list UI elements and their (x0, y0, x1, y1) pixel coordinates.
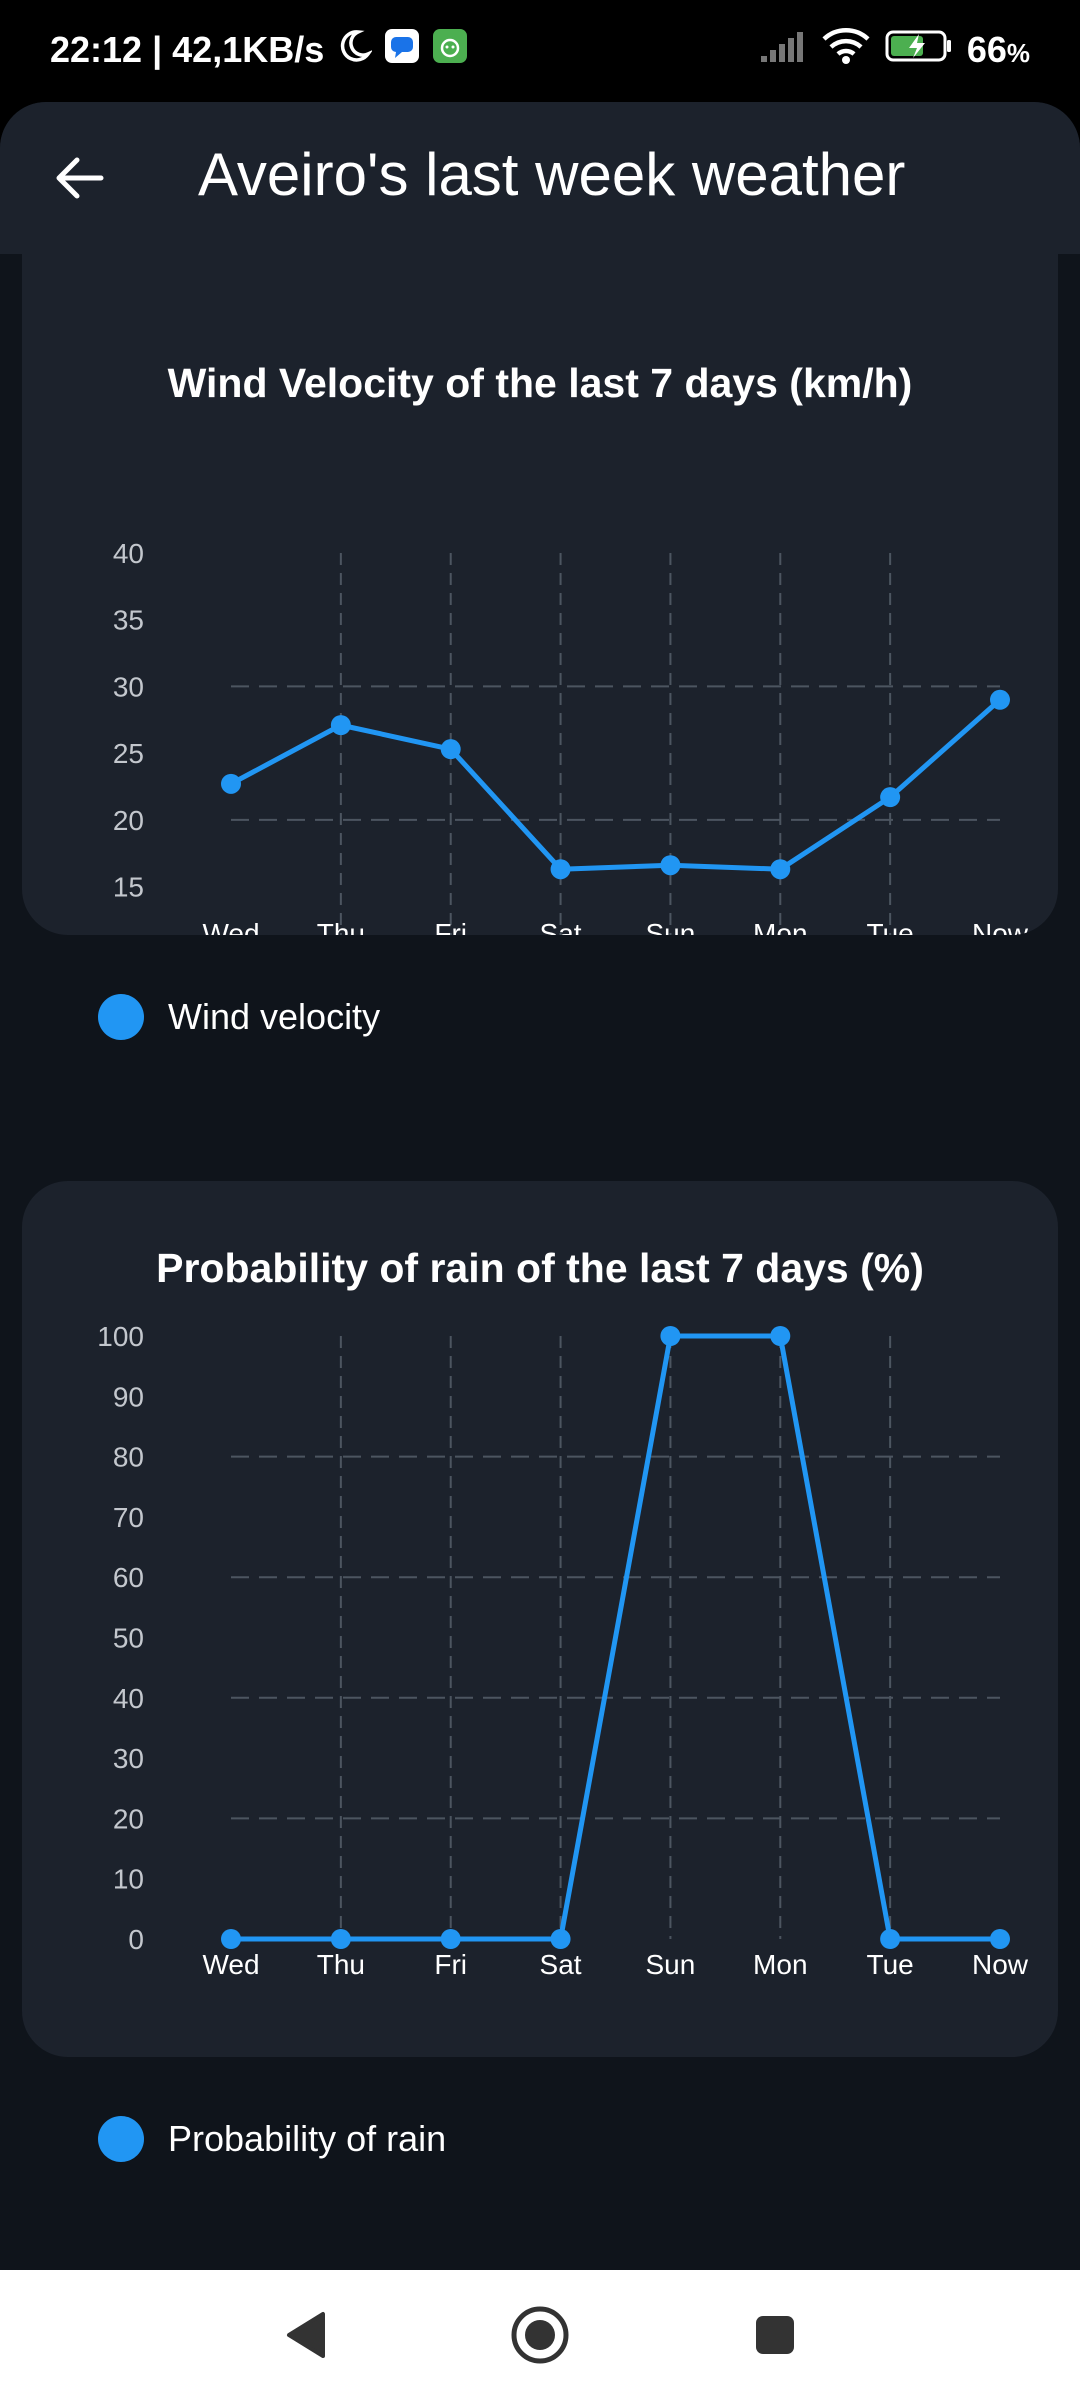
x-tick-label: Now (972, 918, 1029, 935)
wind-chart-card: Wind Velocity of the last 7 days (km/h) … (22, 202, 1058, 935)
data-point (770, 859, 791, 880)
data-point (550, 859, 571, 880)
y-tick-label: 25 (113, 738, 144, 769)
y-tick-label: 90 (113, 1381, 144, 1412)
legend-marker (98, 994, 144, 1040)
status-time-speed: 22:12 | 42,1KB/s (50, 29, 325, 70)
x-tick-label: Thu (317, 918, 365, 935)
legend-label: Wind velocity (168, 996, 381, 1037)
triangle-back-icon (287, 2312, 325, 2358)
rain-legend: Probability of rain (98, 2116, 446, 2162)
data-point (660, 855, 681, 876)
data-point (221, 773, 241, 794)
x-tick-label: Wed (202, 918, 259, 935)
legend-label: Probability of rain (168, 2118, 447, 2159)
x-tick-label: Sun (646, 918, 696, 935)
data-point (221, 1929, 241, 1949)
y-tick-label: 20 (113, 805, 144, 836)
y-tick-label: 60 (113, 1562, 144, 1593)
y-tick-label: 20 (113, 1803, 144, 1834)
series-line (229, 697, 1002, 872)
x-tick-label: Now (972, 1949, 1029, 1980)
x-tick-label: Sat (540, 1949, 582, 1980)
data-point (330, 1929, 351, 1949)
x-tick-label: Wed (202, 1949, 259, 1980)
y-tick-label: 70 (113, 1502, 144, 1533)
data-point (990, 1929, 1010, 1949)
status-left: 22:12 | 42,1KB/s (50, 28, 468, 73)
x-tick-label: Fri (434, 1949, 467, 1980)
navigation-bar (0, 2270, 1080, 2400)
back-button[interactable] (48, 146, 112, 210)
nav-home-button[interactable] (505, 2300, 575, 2370)
y-tick-label: 40 (113, 538, 144, 569)
y-tick-label: 15 (113, 872, 144, 903)
signal-icon (759, 28, 807, 73)
x-tick-label: Sun (646, 1949, 696, 1980)
data-point (440, 1929, 461, 1949)
chart-title: Probability of rain of the last 7 days (… (156, 1245, 924, 1291)
x-tick-label: Thu (317, 1949, 365, 1980)
arrow-left-icon (56, 157, 104, 199)
moon-icon (336, 28, 374, 73)
data-point (880, 1929, 901, 1949)
status-right: 66% (759, 27, 1030, 74)
y-tick-label: 50 (113, 1623, 144, 1654)
wifi-icon (821, 27, 871, 74)
status-bar: 22:12 | 42,1KB/s 66% (0, 0, 1080, 100)
rain-chart-card: Probability of rain of the last 7 days (… (22, 1181, 1058, 2057)
data-point (770, 1326, 791, 1346)
y-tick-label: 10 (113, 1864, 144, 1895)
y-tick-label: 30 (113, 671, 144, 702)
nav-back-button[interactable] (270, 2300, 340, 2370)
x-tick-label: Mon (753, 918, 807, 935)
circle-home-icon (511, 2306, 569, 2364)
app-screen: Aveiro's last week weather Wind Velocity… (0, 102, 1080, 2270)
messages-app-icon (384, 28, 420, 73)
data-point (440, 739, 461, 760)
wind-legend: Wind velocity (98, 994, 380, 1040)
square-recents-icon (756, 2316, 794, 2354)
battery-charging-icon (885, 28, 953, 73)
x-tick-label: Fri (434, 918, 467, 935)
data-point (330, 715, 351, 736)
android-app-icon (432, 28, 468, 73)
battery-level: 66% (966, 29, 1030, 70)
data-point (550, 1929, 571, 1949)
nav-recents-button[interactable] (740, 2300, 810, 2370)
x-tick-label: Tue (867, 1949, 914, 1980)
x-tick-label: Mon (753, 1949, 807, 1980)
data-point (660, 1326, 681, 1346)
y-tick-label: 30 (113, 1743, 144, 1774)
y-tick-label: 40 (113, 1683, 144, 1714)
legend-marker (98, 2116, 144, 2162)
y-tick-label: 0 (128, 1924, 144, 1955)
data-point (990, 689, 1010, 710)
page-title: Aveiro's last week weather (198, 141, 906, 208)
series-line (231, 1333, 1000, 1942)
chart-title: Wind Velocity of the last 7 days (km/h) (167, 360, 913, 406)
y-tick-label: 80 (113, 1442, 144, 1473)
wind-chart: 403530252015105WedThuFriSatSunMonTueNow (113, 538, 1029, 935)
y-tick-label: 35 (113, 605, 144, 636)
x-tick-label: Tue (867, 918, 914, 935)
data-point (880, 787, 901, 808)
app-bar: Aveiro's last week weather (0, 102, 1080, 254)
x-tick-label: Sat (540, 918, 582, 935)
y-tick-label: 100 (97, 1321, 144, 1352)
